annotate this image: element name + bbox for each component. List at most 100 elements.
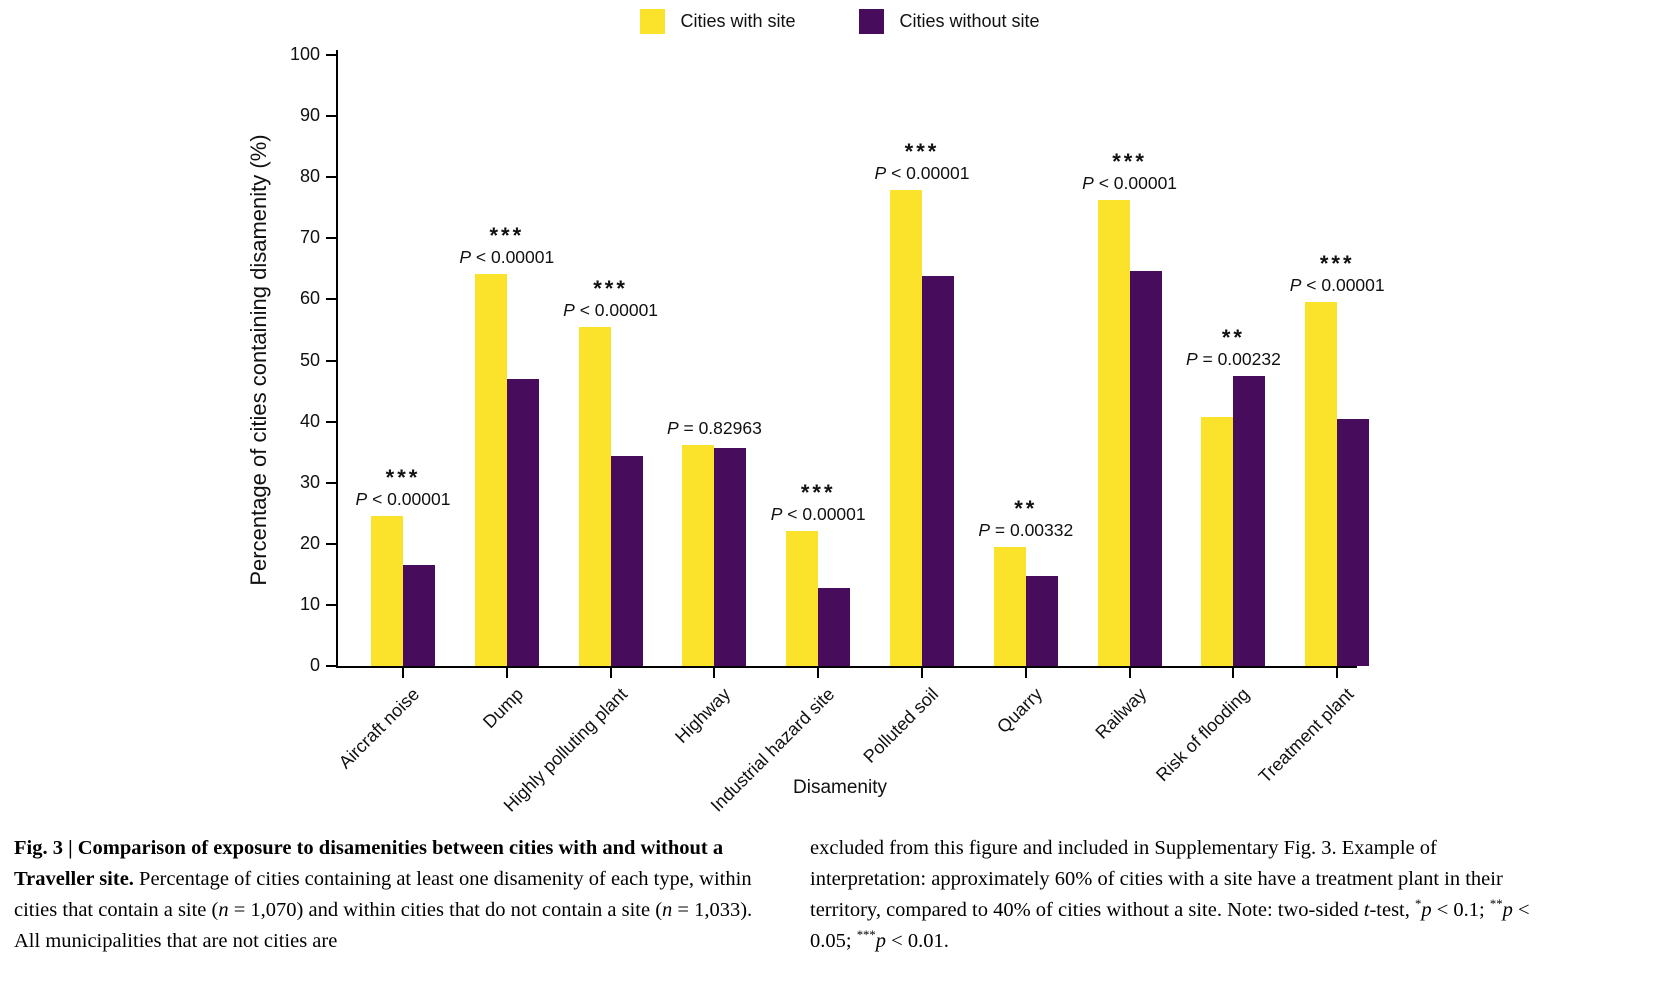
- legend-swatch: [640, 9, 666, 34]
- p-symbol: P: [1185, 349, 1198, 370]
- x-tick-label: Railway: [1091, 684, 1150, 743]
- y-tick: [326, 176, 336, 179]
- legend-swatch: [859, 9, 885, 34]
- x-tick-label: Polluted soil: [859, 684, 943, 767]
- bar-cities-without-site: [922, 276, 954, 666]
- stars-label: ***: [489, 222, 525, 248]
- legend-label: Cities without site: [899, 11, 1040, 31]
- bar-cities-without-site: [1025, 576, 1058, 666]
- x-tick-label: Dump: [478, 684, 527, 733]
- caption-run: = 1,070) and within cities that do not c…: [228, 898, 663, 921]
- bar-cities-without-site: [818, 588, 851, 666]
- stars-label: ***: [1319, 250, 1355, 276]
- p-value-label: P < 0.00001: [874, 163, 970, 184]
- bar-cities-with-site: [682, 445, 715, 666]
- bar-cities-with-site: [578, 326, 611, 666]
- caption-run: n: [662, 898, 673, 921]
- caption-left-column: Fig. 3 | Comparison of exposure to disam…: [14, 833, 772, 957]
- p-symbol: P: [666, 418, 679, 439]
- caption-run: excluded from this figure and included i…: [810, 836, 1503, 921]
- p-symbol: P: [1289, 274, 1302, 295]
- x-axis-title: Disamenity: [793, 777, 887, 798]
- x-tick: [402, 668, 404, 678]
- p-value-label: P = 0.82963: [666, 418, 762, 439]
- p-symbol: P: [874, 163, 887, 184]
- significance-annotation: *** P < 0.00001: [772, 139, 1072, 184]
- p-symbol: P: [355, 489, 368, 510]
- x-tick: [921, 668, 923, 678]
- y-tick: [326, 359, 336, 362]
- legend-label: Cities with site: [680, 11, 796, 31]
- p-value-label: P < 0.00001: [1082, 172, 1178, 193]
- p-symbol: P: [1082, 172, 1094, 193]
- p-symbol: P: [770, 503, 783, 524]
- x-tick-label: Risk of flooding: [1152, 684, 1254, 786]
- caption-run: Percentage of cities containing at least…: [14, 867, 752, 921]
- bar-cities-without-site: [1129, 270, 1162, 666]
- bar-cities-without-site: [506, 378, 539, 666]
- bar-cities-with-site: [1201, 417, 1234, 666]
- y-axis-line: [336, 50, 338, 668]
- x-tick: [1128, 668, 1131, 678]
- y-tick-label: 90: [299, 105, 320, 126]
- caption-run: p: [1502, 898, 1513, 921]
- bar-cities-with-site: [786, 530, 819, 666]
- caption-run: t: [1363, 898, 1370, 921]
- p-value-label: P < 0.00001: [459, 246, 555, 267]
- caption-run: *: [1415, 896, 1422, 911]
- stars-label: ***: [1112, 148, 1147, 174]
- bar-cities-without-site: [714, 448, 747, 666]
- bar-cities-with-site: [474, 273, 507, 666]
- significance-annotation: ** P = 0.00332: [876, 498, 1176, 541]
- caption-run: < 0.01.: [886, 929, 949, 952]
- p-value-label: P < 0.00001: [1289, 274, 1385, 295]
- x-tick: [1232, 668, 1235, 678]
- y-tick: [326, 481, 336, 484]
- stars-label: ***: [385, 465, 421, 491]
- p-value-label: P < 0.00001: [355, 489, 451, 510]
- significance-annotation: P = 0.82963: [564, 417, 864, 439]
- bar-cities-without-site: [1233, 376, 1266, 666]
- p-symbol: P: [978, 520, 991, 541]
- caption-run: < 0.05;: [810, 898, 1530, 952]
- x-tick-label: Quarry: [992, 684, 1046, 738]
- y-tick-label: 100: [289, 44, 320, 64]
- bar-cities-with-site: [1305, 301, 1338, 666]
- x-tick-label: Aircraft noise: [334, 684, 424, 773]
- y-tick-label: 60: [299, 288, 320, 309]
- caption-run: p: [875, 929, 887, 952]
- x-tick-label: Highway: [671, 684, 735, 747]
- stars-label: **: [1221, 325, 1245, 351]
- y-tick-label: 0: [309, 655, 320, 675]
- caption-run: p: [1421, 898, 1432, 921]
- significance-annotation: *** P < 0.00001: [357, 222, 657, 268]
- bar-cities-with-site: [371, 516, 403, 666]
- x-tick: [1336, 668, 1339, 678]
- p-symbol: P: [563, 299, 575, 320]
- stars-label: ***: [800, 479, 836, 505]
- x-tick: [817, 668, 820, 678]
- stars-label: ***: [904, 139, 940, 165]
- y-tick: [326, 603, 336, 606]
- caption-run: **: [1489, 896, 1503, 911]
- bar-cities-without-site: [1337, 419, 1370, 666]
- bar-cities-without-site: [403, 564, 435, 666]
- y-tick: [326, 237, 336, 240]
- significance-annotation: *** P < 0.00001: [980, 148, 1280, 194]
- significance-annotation: ** P = 0.00232: [1083, 325, 1383, 370]
- y-tick-label: 70: [299, 227, 320, 248]
- y-tick-label: 80: [299, 166, 320, 187]
- x-tick-label: Treatment plant: [1254, 684, 1358, 787]
- caption-run: n: [218, 898, 229, 921]
- significance-annotation: *** P < 0.00001: [253, 465, 553, 510]
- caption-right-column: excluded from this figure and included i…: [810, 833, 1550, 957]
- y-tick: [326, 115, 336, 118]
- p-value-label: P = 0.00232: [1185, 349, 1281, 370]
- y-tick: [326, 665, 336, 667]
- caption-run: < 0.1;: [1431, 898, 1490, 921]
- significance-annotation: *** P < 0.00001: [1187, 250, 1487, 296]
- y-tick-label: 20: [299, 532, 320, 553]
- y-tick-label: 30: [299, 471, 320, 492]
